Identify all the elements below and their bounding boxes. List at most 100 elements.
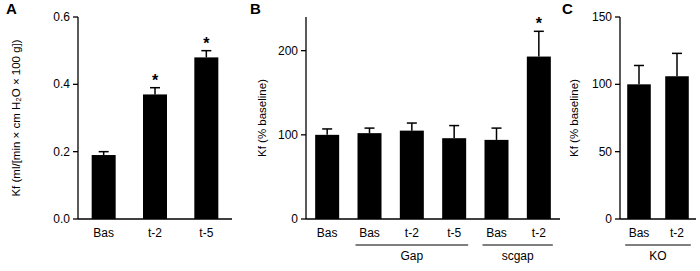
error-cap (492, 127, 502, 129)
bars (627, 53, 689, 219)
y-tick (301, 134, 306, 135)
y-tick (73, 218, 78, 219)
significance-marker: * (536, 15, 543, 32)
significance-marker: * (152, 72, 159, 89)
figure: A Kf (ml/[min × cm H₂O × 100 g]) * * 0.0 0.2 0… (0, 0, 700, 271)
panel: A Kf (ml/[min × cm H₂O × 100 g]) * * 0.0 0.2 0… (6, 0, 232, 240)
y-tick-label: 0.2 (53, 145, 70, 159)
bar (527, 57, 551, 219)
y-axis-label: Kf (% baseline) (568, 79, 580, 157)
y-tick (615, 16, 620, 17)
x-tick-label: t-5 (447, 226, 461, 240)
error-stem (326, 129, 328, 135)
bars (92, 51, 219, 219)
error-cap (365, 127, 375, 129)
error-bar (150, 88, 160, 95)
error-cap (672, 53, 682, 55)
error-cap (449, 125, 459, 127)
group-line (356, 244, 469, 245)
error-stem (538, 31, 540, 56)
y-tick (615, 218, 620, 219)
y-tick (73, 151, 78, 152)
error-stem (369, 128, 371, 133)
error-bar (492, 128, 502, 140)
error-bar (449, 126, 459, 139)
y-tick-label: 50 (599, 145, 613, 159)
x-tick-label: Bas (486, 226, 507, 240)
y-tick (73, 84, 78, 85)
y-tick-label: 100 (592, 77, 612, 91)
panel: B Kf (% baseline) * 0 100 200 Bas Bas t-2 t-5 Bas t… (250, 0, 560, 263)
group-line (625, 244, 691, 245)
error-cap (407, 122, 417, 124)
y-axis (619, 17, 620, 219)
x-axis (306, 218, 560, 219)
bar (665, 76, 689, 219)
error-bar (672, 53, 682, 76)
y-tick (301, 50, 306, 51)
x-axis (78, 218, 232, 219)
y-tick-label: 100 (278, 128, 298, 142)
y-tick-label: 0 (605, 212, 612, 226)
bar (194, 57, 218, 219)
y-tick-label: 150 (592, 10, 612, 24)
bar (143, 94, 167, 219)
x-tick-label: t-2 (670, 226, 684, 240)
error-stem (411, 123, 413, 131)
bar (442, 138, 466, 219)
panel: C Kf (% baseline) 0 50 100 150 Bas t-2 KO (562, 0, 696, 263)
error-cap (99, 151, 109, 153)
error-bar (534, 31, 544, 56)
error-bar (99, 152, 109, 155)
bar (315, 135, 339, 219)
y-tick (73, 16, 78, 17)
bar (358, 133, 382, 219)
y-tick-label: 0.6 (53, 10, 70, 24)
x-tick-label: t-2 (405, 226, 419, 240)
x-tick-label: Bas (359, 226, 380, 240)
error-stem (676, 53, 678, 76)
bar (400, 131, 424, 219)
panel-letter: A (6, 0, 17, 17)
y-tick-label: 200 (278, 44, 298, 58)
x-tick-label: t-2 (532, 226, 546, 240)
significance-marker: * (203, 35, 210, 52)
y-tick-label: 0 (291, 212, 298, 226)
panel-letter: B (250, 0, 261, 17)
x-tick-label: t-5 (199, 226, 213, 240)
error-cap (634, 65, 644, 67)
error-stem (154, 88, 156, 95)
y-tick (615, 151, 620, 152)
y-tick-label: 0.4 (53, 77, 70, 91)
error-bar (407, 123, 417, 131)
group-line (483, 244, 553, 245)
y-tick-label: 0.0 (53, 212, 70, 226)
error-stem (206, 51, 208, 58)
bar (485, 140, 509, 219)
y-axis-label: Kf (% baseline) (256, 79, 268, 157)
y-axis-label: Kf (ml/[min × cm H₂O × 100 g]) (10, 39, 22, 196)
panel-letter: C (562, 0, 573, 17)
bar (627, 84, 651, 219)
group-label: KO (649, 249, 666, 263)
group-label: Gap (400, 249, 423, 263)
x-tick-label: Bas (93, 226, 114, 240)
error-stem (453, 126, 455, 139)
y-tick (615, 84, 620, 85)
x-tick-label: Bas (317, 226, 338, 240)
y-tick (301, 218, 306, 219)
bars (315, 31, 551, 219)
y-axis (305, 17, 306, 219)
error-bar (365, 128, 375, 133)
error-cap (322, 128, 332, 130)
error-bar (201, 51, 211, 58)
x-tick-label: Bas (629, 226, 650, 240)
x-tick-label: t-2 (148, 226, 162, 240)
error-stem (496, 128, 498, 140)
x-axis (620, 218, 696, 219)
error-bar (634, 65, 644, 84)
error-stem (638, 65, 640, 84)
group-label: scgap (502, 249, 534, 263)
error-bar (322, 129, 332, 135)
y-axis (77, 17, 78, 219)
